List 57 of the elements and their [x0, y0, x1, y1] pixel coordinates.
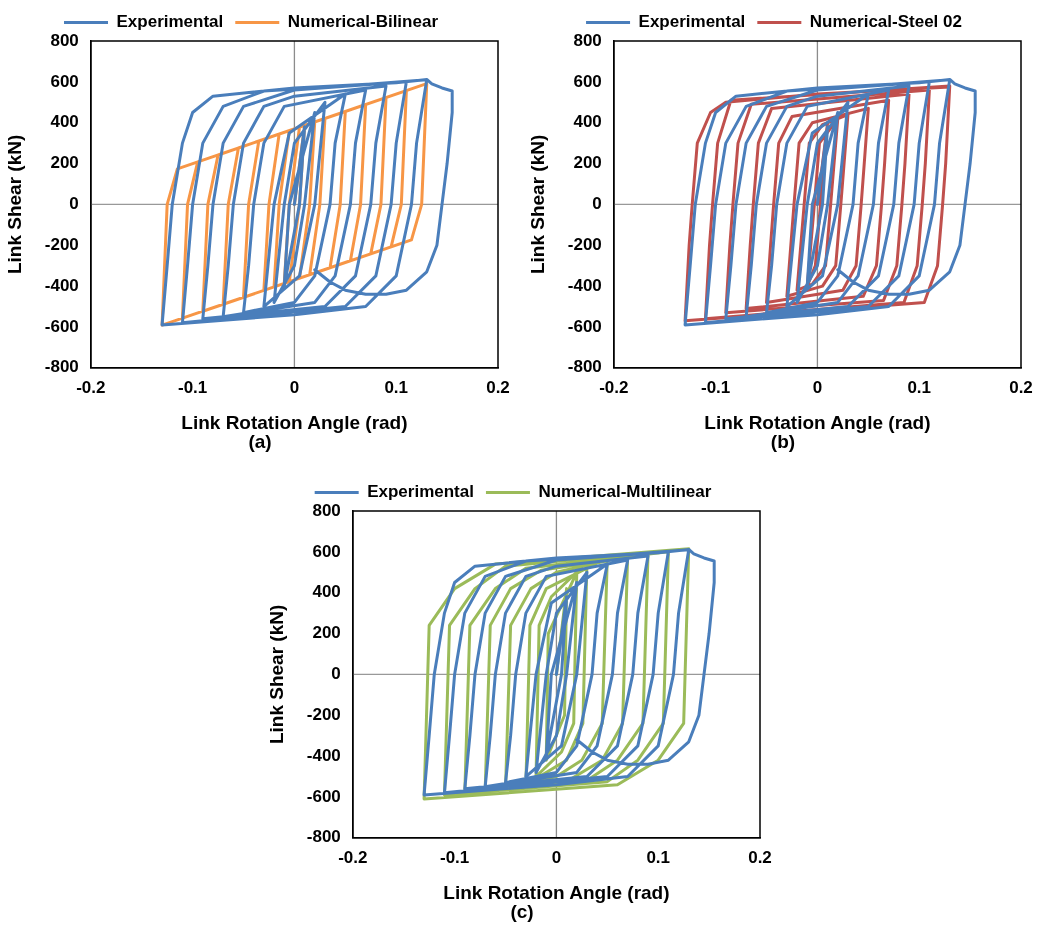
y-tick-label: -400	[567, 275, 602, 295]
y-tick-label: 600	[50, 71, 79, 91]
legend-label: Experimental	[116, 12, 224, 32]
legend-label: Numerical-Multilinear	[538, 482, 712, 502]
y-tick-label: -800	[44, 357, 79, 377]
y-tick-label: 800	[50, 30, 79, 50]
x-tick-label: 0	[812, 377, 823, 397]
x-tick-label: 0.2	[748, 847, 772, 867]
x-tick-label: 0.1	[384, 377, 409, 397]
y-tick-label: -600	[306, 786, 341, 806]
y-tick-label: 600	[573, 71, 602, 91]
legend-label: Experimental	[367, 482, 474, 502]
x-tick-label: 0.2	[486, 377, 510, 397]
legend-label: Experimental	[638, 12, 746, 32]
y-tick-label: 200	[312, 623, 341, 643]
y-tick-label: 200	[50, 153, 79, 173]
y-tick-label: -600	[44, 316, 79, 336]
y-tick-label: -800	[567, 357, 602, 377]
y-tick-label: -200	[44, 234, 79, 254]
x-tick-label: -0.2	[76, 377, 106, 397]
x-tick-label: -0.2	[599, 377, 629, 397]
x-axis-title: Link Rotation Angle (rad)	[443, 881, 670, 903]
y-axis-title: Link Shear (kN)	[3, 134, 25, 275]
x-axis-title: Link Rotation Angle (rad)	[704, 411, 931, 433]
y-tick-label: -200	[306, 704, 341, 724]
y-axis-title: Link Shear (kN)	[265, 604, 287, 745]
text: (c)	[509, 901, 535, 923]
y-tick-label: 0	[331, 664, 341, 684]
y-tick-label: 0	[592, 194, 602, 214]
x-axis-title: Link Rotation Angle (rad)	[181, 411, 408, 433]
x-tick-label: 0.2	[1009, 377, 1033, 397]
y-tick-label: 600	[312, 541, 341, 561]
y-tick-label: -800	[306, 827, 341, 847]
y-tick-label: -600	[567, 316, 602, 336]
legend-label: Numerical-Bilinear	[287, 12, 439, 32]
y-tick-label: -200	[567, 234, 602, 254]
x-tick-label: 0	[551, 847, 562, 867]
x-tick-label: -0.1	[177, 377, 208, 397]
x-tick-label: 0.1	[907, 377, 932, 397]
legend-label: Numerical-Steel 02	[809, 12, 962, 32]
text: (b)	[769, 431, 797, 453]
x-tick-label: 0	[289, 377, 300, 397]
y-tick-label: 800	[312, 500, 341, 520]
y-tick-label: -400	[306, 745, 341, 765]
y-tick-label: -400	[44, 275, 79, 295]
x-tick-label: -0.1	[439, 847, 470, 867]
x-tick-label: 0.1	[646, 847, 671, 867]
y-tick-label: 400	[573, 112, 602, 132]
x-tick-label: -0.2	[338, 847, 368, 867]
y-tick-label: 200	[573, 153, 602, 173]
y-tick-label: 800	[573, 30, 602, 50]
y-tick-label: 400	[50, 112, 79, 132]
text: (a)	[247, 431, 273, 453]
y-tick-label: 400	[312, 582, 341, 602]
y-axis-title: Link Shear (kN)	[526, 134, 548, 275]
x-tick-label: -0.1	[700, 377, 731, 397]
y-tick-label: 0	[69, 194, 79, 214]
